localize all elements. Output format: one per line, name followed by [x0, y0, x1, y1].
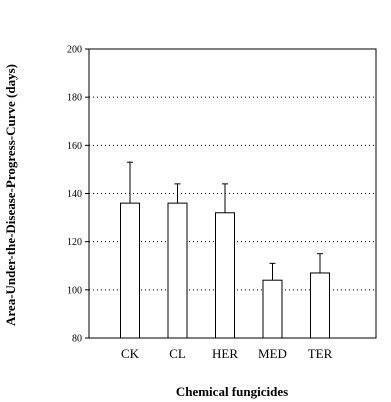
y-tick-label: 180 [67, 93, 82, 104]
x-tick-label-cl: CL [169, 346, 186, 361]
bar-med [262, 279, 283, 339]
y-tick-label: 200 [67, 45, 82, 56]
y-tick-label: 160 [67, 141, 82, 152]
y-tick-label: 100 [67, 285, 82, 296]
error-bars [127, 161, 323, 281]
bar-cl [167, 202, 188, 339]
x-tick-label-med: MED [258, 346, 287, 361]
x-axis-title: Chemical fungicides [176, 384, 288, 399]
bars [120, 202, 330, 339]
x-tick-label-ck: CK [121, 346, 140, 361]
y-axis-title: Area-Under-the-Disease-Progress-Curve (d… [3, 64, 18, 326]
bar-her [215, 212, 235, 339]
x-tick-label-her: HER [212, 346, 238, 361]
x-axis-labels: CK CL HER MED TER [121, 346, 333, 361]
y-tick-label: 140 [67, 189, 82, 200]
y-tick-label: 120 [67, 237, 82, 248]
y-tick-label: 80 [72, 334, 82, 345]
bar-ck [120, 202, 140, 339]
x-tick-label-ter: TER [308, 346, 333, 361]
y-axis-ticks: 80 100 120 140 160 180 200 [67, 45, 89, 345]
bar-ter [310, 272, 330, 339]
